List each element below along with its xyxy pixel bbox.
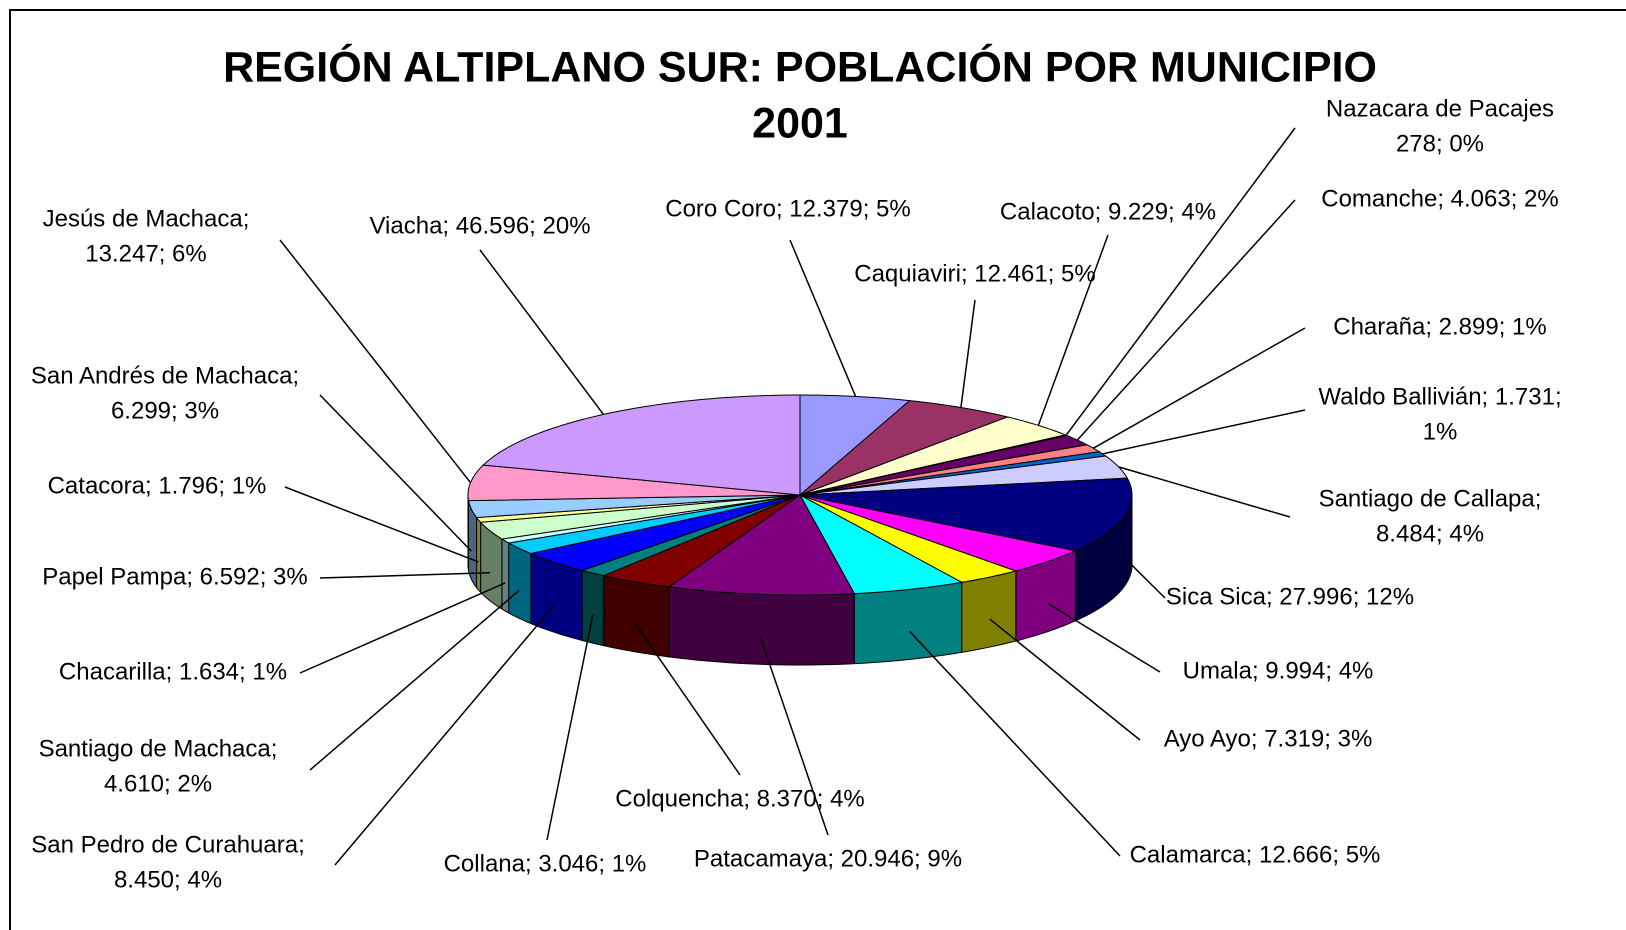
data-label: San Pedro de Curahuara; — [31, 831, 305, 858]
data-label: 4.610; 2% — [104, 770, 212, 797]
data-label: Coro Coro; 12.379; 5% — [665, 195, 910, 222]
data-label: Nazacara de Pacajes — [1326, 95, 1554, 122]
tops — [467, 394, 1133, 596]
slice — [798, 493, 964, 595]
slice — [667, 494, 856, 596]
slice — [799, 435, 1089, 496]
slice-side — [467, 494, 470, 571]
leader-line — [319, 394, 472, 552]
slice-side — [508, 542, 532, 625]
leader-line — [279, 239, 472, 484]
slice-side — [853, 581, 963, 665]
slice — [467, 494, 801, 519]
slice-side — [476, 516, 482, 594]
slice-side — [603, 575, 670, 658]
leader-line — [789, 239, 857, 397]
slice — [507, 494, 801, 555]
data-label: Caquiaviri; 12.461; 5% — [854, 260, 1095, 287]
chart-title: REGIÓN ALTIPLANO SUR: POBLACIÓN POR MUNI… — [223, 42, 1377, 91]
data-label: 8.450; 4% — [114, 866, 222, 893]
leader-line — [960, 299, 976, 408]
leader-line — [479, 249, 605, 415]
leader-line — [909, 630, 1121, 857]
slice — [529, 494, 801, 571]
data-label: Calacoto; 9.229; 4% — [1000, 198, 1216, 225]
slice — [799, 494, 1078, 572]
data-label: Collana; 3.046; 1% — [444, 850, 647, 877]
data-label: Patacamaya; 20.946; 9% — [694, 845, 962, 872]
data-label: Comanche; 4.063; 2% — [1321, 185, 1558, 212]
leader-line — [989, 618, 1141, 741]
data-label: Charaña; 2.899; 1% — [1333, 313, 1546, 340]
slice — [479, 494, 801, 540]
leader-line — [1102, 409, 1306, 455]
leader-line — [1093, 327, 1306, 449]
slice — [601, 494, 801, 588]
slice — [799, 416, 1068, 496]
leader-line — [634, 623, 741, 776]
leader-line — [1124, 557, 1166, 599]
leader-line — [759, 636, 829, 836]
data-label: 8.484; 4% — [1376, 520, 1484, 547]
slice — [799, 400, 1010, 496]
data-label: San Andrés de Machaca; — [31, 362, 299, 389]
data-label: Catacora; 1.796; 1% — [48, 472, 267, 499]
data-label: 1% — [1423, 418, 1458, 445]
slice — [799, 477, 1133, 552]
sides — [467, 494, 1133, 666]
leader-line — [1076, 199, 1296, 441]
slice — [467, 464, 801, 502]
leader-line — [1047, 602, 1161, 673]
data-label: Ayo Ayo; 7.319; 3% — [1164, 725, 1373, 752]
data-label: Umala; 9.994; 4% — [1183, 657, 1374, 684]
data-label: Papel Pampa; 6.592; 3% — [42, 563, 308, 590]
data-label: Chacarilla; 1.634; 1% — [59, 658, 287, 685]
slice-side — [581, 569, 605, 647]
data-label: Sica Sica; 27.996; 12% — [1166, 583, 1414, 610]
slice-side — [668, 586, 855, 666]
leader-line — [1065, 127, 1296, 436]
data-label: Santiago de Callapa; — [1319, 485, 1542, 512]
data-label: Colquencha; 8.370; 4% — [615, 785, 865, 812]
data-label: Waldo Ballivián; 1.731; — [1318, 383, 1561, 410]
data-label: 278; 0% — [1396, 130, 1484, 157]
leader-line — [284, 486, 479, 563]
leader-line — [1118, 466, 1291, 518]
leader-line — [546, 614, 594, 841]
slice — [799, 394, 911, 497]
chart-title: 2001 — [752, 99, 848, 147]
data-label: Santiago de Machaca; — [39, 735, 278, 762]
leader-line — [299, 582, 506, 674]
data-label: Jesús de Machaca; — [43, 205, 250, 232]
leader-line — [309, 589, 520, 771]
data-label: 13.247; 6% — [85, 240, 206, 267]
data-label: Calamarca; 12.666; 5% — [1130, 841, 1381, 868]
data-label: Viacha; 46.596; 20% — [369, 212, 590, 239]
data-label: 6.299; 3% — [111, 397, 219, 424]
leader-line — [1037, 234, 1109, 426]
slice — [799, 494, 1018, 583]
leader-line — [319, 572, 491, 579]
slice-side — [961, 570, 1017, 653]
leader-line — [334, 603, 556, 866]
